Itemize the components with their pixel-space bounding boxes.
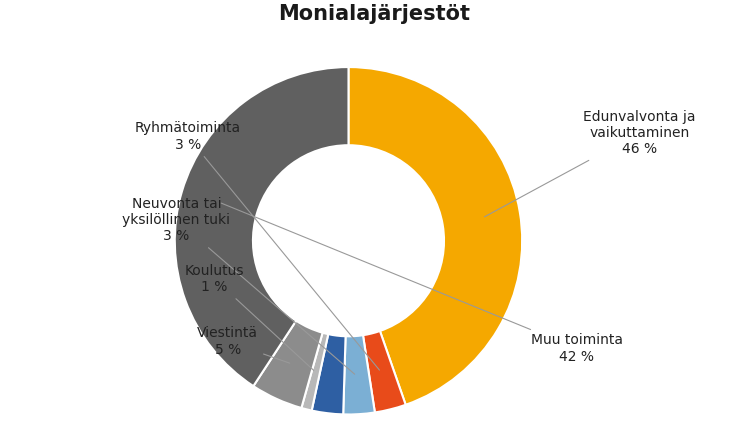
Wedge shape	[175, 67, 349, 386]
Text: Koulutus
1 %: Koulutus 1 %	[184, 264, 314, 370]
Wedge shape	[254, 321, 322, 408]
Wedge shape	[312, 334, 346, 414]
Title: Monialajärjestöt: Monialajärjestöt	[278, 4, 470, 24]
Text: Muu toiminta
42 %: Muu toiminta 42 %	[221, 203, 622, 364]
Wedge shape	[349, 67, 522, 405]
Text: Viestintä
5 %: Viestintä 5 %	[197, 327, 290, 363]
Wedge shape	[302, 333, 328, 411]
Wedge shape	[363, 331, 406, 412]
Text: Neuvonta tai
yksilöllinen tuki
3 %: Neuvonta tai yksilöllinen tuki 3 %	[122, 197, 355, 374]
Text: Ryhmätoiminta
3 %: Ryhmätoiminta 3 %	[135, 122, 380, 370]
Wedge shape	[344, 335, 375, 415]
Text: Edunvalvonta ja
vaikuttaminen
46 %: Edunvalvonta ja vaikuttaminen 46 %	[484, 110, 695, 217]
